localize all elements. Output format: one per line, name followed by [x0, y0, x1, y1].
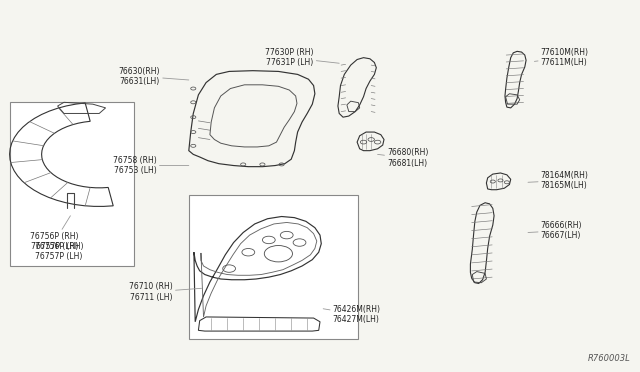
Text: 76680(RH)
76681(LH): 76680(RH) 76681(LH) [378, 148, 429, 168]
Text: 77630P (RH)
77631P (LH): 77630P (RH) 77631P (LH) [265, 48, 339, 67]
Text: 77610M(RH)
77611M(LH): 77610M(RH) 77611M(LH) [534, 48, 589, 67]
Text: R760003L: R760003L [588, 354, 630, 363]
Text: 76426M(RH)
76427M(LH): 76426M(RH) 76427M(LH) [323, 305, 381, 324]
Bar [189, 195, 358, 339]
Text: 76756P (RH)
76757P (LH): 76756P (RH) 76757P (LH) [35, 242, 83, 261]
Text: 78164M(RH)
78165M(LH): 78164M(RH) 78165M(LH) [528, 171, 589, 190]
Text: 76630(RH)
76631(LH): 76630(RH) 76631(LH) [118, 67, 189, 86]
Text: 76710 (RH)
76711 (LH): 76710 (RH) 76711 (LH) [129, 282, 202, 302]
Text: 76666(RH)
76667(LH): 76666(RH) 76667(LH) [528, 221, 582, 240]
Bar [10, 102, 134, 266]
Text: 76756P (RH)
76757P (LH): 76756P (RH) 76757P (LH) [30, 216, 79, 251]
Text: 76758 (RH)
76753 (LH): 76758 (RH) 76753 (LH) [113, 156, 189, 175]
